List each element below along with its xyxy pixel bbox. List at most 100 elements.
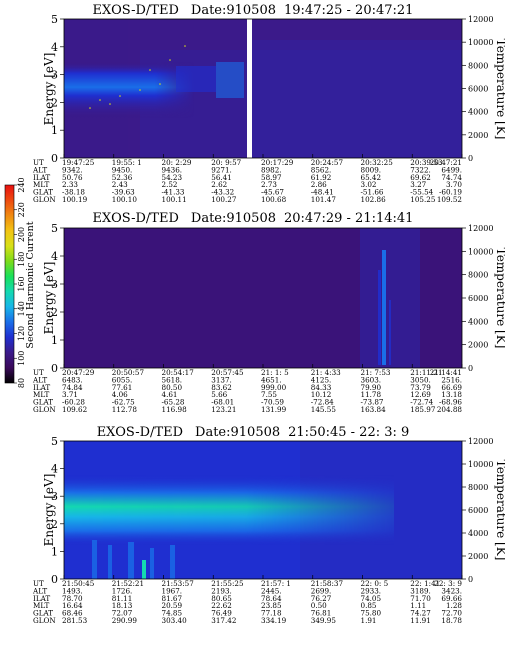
ephemeris-cell: 69.62 — [410, 173, 431, 182]
ephemeris-cell: 50.76 — [62, 173, 83, 182]
colorbar-tick-label: 120 — [17, 326, 26, 341]
ephemeris-cell: 290.99 — [112, 616, 138, 625]
ephemeris-cell: 71.70 — [410, 594, 431, 603]
ephemeris-cell: 2.62 — [211, 180, 227, 189]
ephemeris-cell: 74.84 — [62, 383, 83, 392]
ephemeris-cell: -72.84 — [311, 398, 334, 407]
ephemeris-cell: 20:50:57 — [112, 368, 145, 377]
ephemeris-cell: 1493. — [62, 586, 83, 595]
ephemeris-cell: 74.85 — [162, 609, 183, 618]
panel-1-speckle — [89, 45, 186, 109]
y-tick-label: 4 — [51, 41, 58, 54]
y-tick-label: 4 — [51, 463, 58, 476]
ephemeris-cell: 0.50 — [311, 601, 327, 610]
ephemeris-cell: 20: 2:29 — [162, 158, 192, 167]
ephemeris-cell: 8562. — [311, 165, 332, 174]
ephemeris-cell: 10.12 — [311, 390, 332, 399]
ephemeris-cell: 1.28 — [446, 601, 462, 610]
ephemeris-cell: 8009. — [361, 165, 382, 174]
panel-3: EXOS-D/TED Date:910508 21:50:45 - 22: 3: 9… — [32, 425, 505, 625]
ephemeris-cell: 74.74 — [441, 173, 462, 182]
ephemeris-cell: -43.32 — [211, 188, 234, 197]
colorbar-label: Second Harmonic Current — [25, 221, 36, 348]
ephemeris-row-label: GLAT — [33, 188, 53, 197]
ephemeris-cell: 68.46 — [62, 609, 83, 618]
ephemeris-row-label: ALT — [32, 165, 47, 174]
ephemeris-row-label: GLAT — [33, 398, 53, 407]
panel-2-streak — [382, 250, 386, 365]
ephemeris-row-label: GLON — [33, 405, 56, 414]
ephemeris-row-label: ALT — [32, 586, 47, 595]
ephemeris-cell: 21:55:25 — [211, 579, 244, 588]
ephemeris-cell: 9450. — [112, 165, 133, 174]
ephemeris-cell: 116.98 — [162, 405, 188, 414]
ephemeris-cell: 77.18 — [261, 609, 282, 618]
y-tick-label: 2 — [51, 96, 58, 109]
ephemeris-cell: 3.02 — [361, 180, 377, 189]
panel-1-data-gap — [247, 19, 252, 158]
ephemeris-cell: 8982. — [261, 165, 282, 174]
ephemeris-cell: 102.86 — [361, 195, 387, 204]
colorbar-tick-label: 200 — [17, 227, 26, 242]
y-tick-label: 1 — [51, 545, 58, 558]
ephemeris-cell: 100.27 — [211, 195, 237, 204]
y-tick-label: 5 — [51, 13, 58, 26]
y-tick-label: 0 — [51, 362, 58, 375]
ephemeris-cell: 79.90 — [361, 383, 382, 392]
y-tick-label-right: 0 — [468, 575, 473, 584]
y-tick-label-right: 12000 — [468, 15, 493, 24]
panel-3-plot — [63, 440, 463, 580]
ephemeris-cell: 20:39:53 — [410, 158, 443, 167]
y-tick-label: 3 — [51, 69, 58, 82]
y-tick-label: 1 — [51, 124, 58, 137]
ephemeris-cell: 78.64 — [261, 594, 282, 603]
ephemeris-row-label: MLT — [33, 180, 50, 189]
ephemeris-cell: 83.62 — [211, 383, 232, 392]
ephemeris-cell: 2699. — [311, 586, 332, 595]
ephemeris-cell: 74.27 — [410, 609, 431, 618]
ephemeris-cell: 1.91 — [361, 616, 377, 625]
panel-1-patch — [216, 62, 244, 98]
panel-2-ephemeris-table: UT 20:47:29 20:50:57 20:54:17 20:57:45 21: 1:… — [32, 368, 462, 414]
ephemeris-cell: 123.21 — [211, 405, 236, 414]
ephemeris-cell: 100.19 — [62, 195, 88, 204]
ephemeris-cell: 1967. — [162, 586, 183, 595]
ephemeris-cell: 21: 7:53 — [361, 368, 391, 377]
ephemeris-cell: 7.55 — [261, 390, 277, 399]
y-tick-label-right: 12000 — [468, 437, 493, 446]
ephemeris-cell: 69.66 — [441, 594, 462, 603]
ephemeris-cell: 6499. — [441, 165, 462, 174]
ephemeris-cell: 21:57: 1 — [261, 579, 291, 588]
ephemeris-cell: 9342. — [62, 165, 83, 174]
ephemeris-cell: 204.88 — [437, 405, 463, 414]
ephemeris-cell: -41.33 — [162, 188, 185, 197]
ephemeris-cell: 56.41 — [211, 173, 232, 182]
ephemeris-cell: -51.66 — [361, 188, 384, 197]
ephemeris-cell: 2193. — [211, 586, 232, 595]
ephemeris-cell: 0.85 — [361, 601, 377, 610]
ephemeris-cell: 54.23 — [162, 173, 183, 182]
colorbar-ticks: 80 100 120 140 160 180 200 220 240 — [14, 177, 26, 388]
ephemeris-cell: 1.11 — [410, 601, 426, 610]
ephemeris-row-label: UT — [33, 368, 44, 377]
ephemeris-cell: 76.49 — [211, 609, 232, 618]
y-tick-label-right: 8000 — [468, 61, 488, 70]
ephemeris-cell: 78.70 — [62, 594, 83, 603]
ephemeris-cell: -73.87 — [361, 398, 384, 407]
ephemeris-cell: -60.28 — [62, 398, 85, 407]
panel-3-y-label-right: Temperature [K] — [494, 460, 505, 561]
ephemeris-cell: 16.64 — [62, 601, 83, 610]
ephemeris-cell: 23.85 — [261, 601, 282, 610]
panel-1-y-label: Energy [eV] — [42, 53, 56, 126]
ephemeris-cell: 20:57:45 — [211, 368, 244, 377]
panel-1-title: EXOS-D/TED Date:910508 19:47:25 - 20:47:21 — [93, 3, 414, 18]
ephemeris-cell: 21:52:21 — [112, 579, 144, 588]
y-tick-label-right: 2000 — [468, 131, 488, 140]
ephemeris-cell: 20:47:29 — [62, 368, 95, 377]
ephemeris-row-label: MLT — [33, 390, 50, 399]
ephemeris-cell: 21:11:21 — [410, 368, 442, 377]
ephemeris-cell: 3.71 — [62, 390, 78, 399]
ephemeris-cell: 101.47 — [311, 195, 337, 204]
ephemeris-row-label: ILAT — [33, 594, 50, 603]
